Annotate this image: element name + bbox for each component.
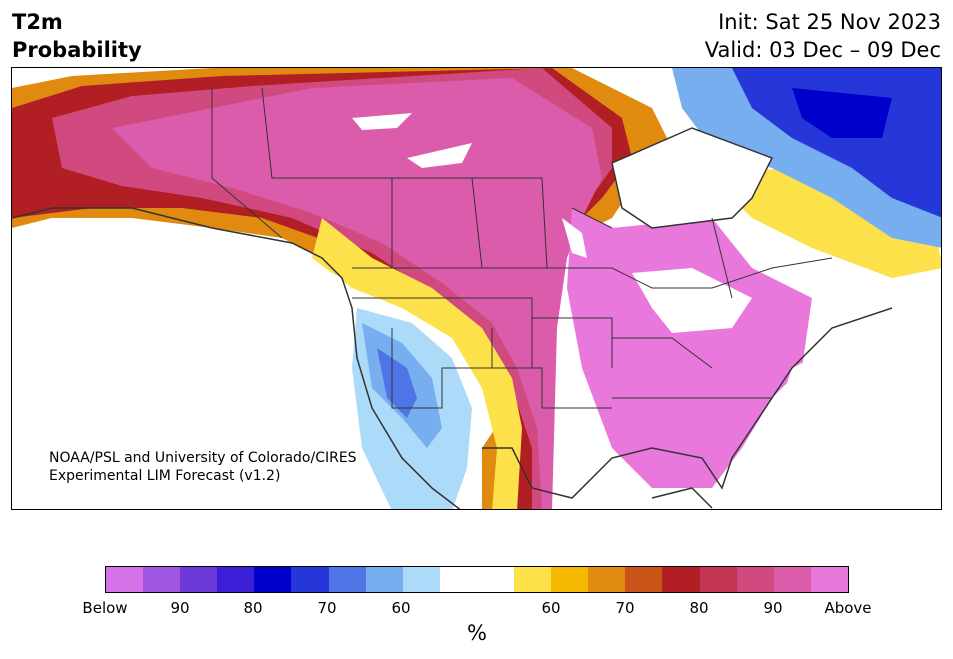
title-line-1: T2m	[12, 10, 63, 34]
lake-winnipeg	[562, 218, 587, 258]
colorbar-neutral-seg	[439, 567, 515, 592]
map-canvas	[12, 68, 941, 509]
colorbar	[105, 566, 849, 593]
forecast-dates: Init: Sat 25 Nov 2023 Valid: 03 Dec – 09…	[705, 8, 941, 64]
tick-below-90: 90	[170, 599, 190, 617]
colorbar-above-seg-8	[810, 567, 848, 592]
coastlines	[12, 127, 893, 509]
zone-yellow-west	[312, 218, 522, 509]
colorbar-below-seg-2	[180, 567, 218, 592]
hudson-bay	[612, 128, 772, 228]
probability-map	[11, 67, 942, 510]
tick-above-60: 60	[541, 599, 561, 617]
title-line-2: Probability	[12, 38, 142, 62]
colorbar-below-seg-8	[402, 567, 440, 592]
zone-below-65	[377, 348, 417, 418]
colorbar-below-seg-3	[217, 567, 255, 592]
colorbar-above-seg-1	[551, 567, 589, 592]
tick-below-60: 60	[391, 599, 411, 617]
colorbar-below-seg-1	[143, 567, 181, 592]
zone-below-east-75	[792, 88, 892, 138]
colorbar-below-seg-6	[328, 567, 366, 592]
zone-above-90	[112, 78, 602, 509]
tick-above-90: 90	[763, 599, 783, 617]
pacific-ocean	[12, 218, 382, 509]
colorbar-above-seg-7	[773, 567, 811, 592]
tick-above-80: 80	[689, 599, 709, 617]
great-slave-lake	[407, 143, 472, 168]
colorbar-unit: %	[467, 621, 487, 645]
colorbar-above-seg-6	[736, 567, 774, 592]
colorbar-below-seg-4	[254, 567, 292, 592]
tick-above-70: 70	[615, 599, 635, 617]
credit-text: NOAA/PSL and University of Colorado/CIRE…	[49, 449, 357, 485]
figure-title: T2m Probability	[12, 8, 142, 64]
colorbar-above-seg-0	[514, 567, 552, 592]
colorbar-below-seg-0	[106, 567, 144, 592]
colorbar-below-seg-5	[291, 567, 329, 592]
political-borders	[211, 87, 833, 409]
credit-line-2: Experimental LIM Forecast (v1.2)	[49, 468, 281, 484]
colorbar-above-seg-2	[588, 567, 626, 592]
atlantic-ocean	[732, 308, 941, 509]
tick-below-70: 70	[317, 599, 337, 617]
colorbar-above-seg-3	[625, 567, 663, 592]
credit-line-1: NOAA/PSL and University of Colorado/CIRE…	[49, 450, 357, 466]
zone-above-max	[567, 208, 812, 488]
init-date: Init: Sat 25 Nov 2023	[718, 10, 941, 34]
tick-below-80: 80	[243, 599, 263, 617]
colorbar-below-seg-7	[365, 567, 403, 592]
great-bear-lake	[352, 113, 412, 130]
colorbar-above-seg-4	[662, 567, 700, 592]
colorbar-above-seg-5	[699, 567, 737, 592]
zone-yellow-east	[712, 168, 941, 278]
tick-above: Above	[824, 599, 872, 617]
tick-below: Below	[82, 599, 128, 617]
valid-range: Valid: 03 Dec – 09 Dec	[704, 38, 941, 62]
